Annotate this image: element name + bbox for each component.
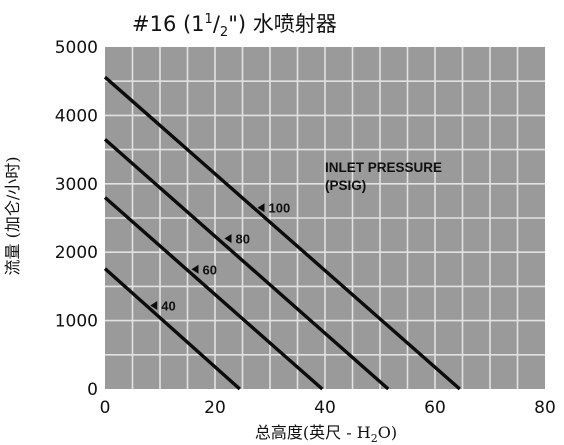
y-axis-title: 流量 (加仑/小时) [3, 157, 22, 276]
series-marker-100 [257, 203, 265, 213]
y-tick-label: 2000 [55, 243, 98, 263]
series-label-40: 40 [161, 299, 175, 314]
x-tick-label: 40 [314, 398, 336, 418]
y-tick-label: 4000 [55, 106, 98, 126]
series-markers: 100 80 60 40 [150, 201, 290, 314]
y-tick-label: 5000 [55, 38, 98, 58]
x-tick-label: 60 [424, 398, 446, 418]
y-tick-labels: 0 1000 2000 3000 4000 5000 [55, 38, 98, 400]
x-axis-title: 总高度(英尺 - H2O) [255, 423, 397, 445]
chart-title: #16 (11/2") 水喷射器 [132, 12, 337, 40]
series-marker-60 [191, 264, 199, 274]
series-lines [103, 75, 461, 391]
x-tick-label: 20 [204, 398, 226, 418]
series-label-60: 60 [203, 262, 217, 277]
annotation-line-2: (PSIG) [325, 178, 366, 193]
annotation-line-1: INLET PRESSURE [325, 160, 442, 175]
series-line-80 [103, 138, 390, 391]
x-tick-label: 0 [100, 398, 111, 418]
series-line-40 [103, 267, 241, 391]
y-tick-label: 0 [87, 380, 98, 400]
x-tick-label: 80 [534, 398, 556, 418]
grid [105, 47, 545, 389]
series-marker-80 [224, 234, 232, 244]
x-tick-labels: 0 20 40 60 80 [100, 398, 556, 418]
series-marker-40 [150, 301, 158, 311]
series-line-100 [103, 75, 461, 391]
y-tick-label: 3000 [55, 175, 98, 195]
y-tick-label: 1000 [55, 312, 98, 332]
series-line-60 [103, 196, 324, 391]
series-label-80: 80 [236, 232, 250, 247]
series-label-100: 100 [269, 201, 291, 216]
